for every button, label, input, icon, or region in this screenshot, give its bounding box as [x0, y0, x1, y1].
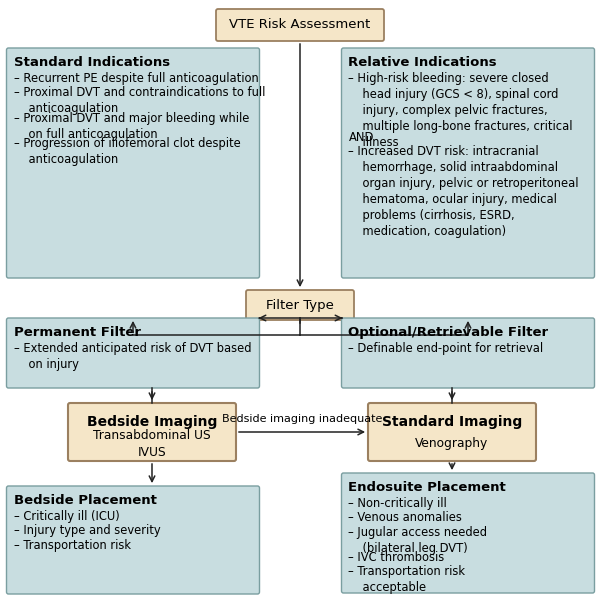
Text: – Transportation risk
    acceptable: – Transportation risk acceptable [349, 565, 466, 595]
Text: – Jugular access needed
    (bilateral leg DVT): – Jugular access needed (bilateral leg D… [349, 525, 487, 555]
FancyBboxPatch shape [246, 290, 354, 320]
Text: – Recurrent PE despite full anticoagulation: – Recurrent PE despite full anticoagulat… [13, 72, 258, 86]
Text: Bedside Placement: Bedside Placement [13, 494, 156, 507]
FancyBboxPatch shape [7, 486, 260, 594]
Text: – Transportation risk: – Transportation risk [13, 539, 130, 552]
FancyBboxPatch shape [368, 403, 536, 461]
Text: Filter Type: Filter Type [266, 299, 334, 312]
Text: – Injury type and severity: – Injury type and severity [13, 524, 160, 538]
Text: – Increased DVT risk: intracranial
    hemorrhage, solid intraabdominal
    orga: – Increased DVT risk: intracranial hemor… [349, 145, 579, 238]
Text: – Progression of iliofemoral clot despite
    anticoagulation: – Progression of iliofemoral clot despit… [13, 137, 240, 166]
FancyBboxPatch shape [7, 48, 260, 278]
Text: Transabdominal US
IVUS: Transabdominal US IVUS [93, 429, 211, 459]
Text: – Proximal DVT and contraindications to full
    anticoagulation: – Proximal DVT and contraindications to … [13, 86, 265, 115]
FancyBboxPatch shape [216, 9, 384, 41]
Text: – Non-critically ill: – Non-critically ill [349, 497, 447, 510]
Text: – Extended anticipated risk of DVT based
    on injury: – Extended anticipated risk of DVT based… [13, 342, 251, 371]
Text: Relative Indications: Relative Indications [349, 56, 497, 69]
Text: Standard Imaging: Standard Imaging [382, 415, 522, 429]
Text: – Definable end-point for retrieval: – Definable end-point for retrieval [349, 342, 544, 355]
Text: – High-risk bleeding: severe closed
    head injury (GCS < 8), spinal cord
    i: – High-risk bleeding: severe closed head… [349, 72, 573, 149]
Text: Bedside Imaging: Bedside Imaging [87, 415, 217, 429]
Text: Venography: Venography [415, 437, 489, 450]
FancyBboxPatch shape [68, 403, 236, 461]
Text: Permanent Filter: Permanent Filter [13, 326, 141, 339]
FancyBboxPatch shape [341, 48, 594, 278]
FancyBboxPatch shape [7, 318, 260, 388]
Text: Bedside imaging inadequate: Bedside imaging inadequate [222, 414, 382, 424]
Text: – IVC thrombosis: – IVC thrombosis [349, 551, 445, 564]
Text: AND: AND [349, 131, 374, 144]
Text: Optional/Retrievable Filter: Optional/Retrievable Filter [349, 326, 549, 339]
Text: VTE Risk Assessment: VTE Risk Assessment [230, 18, 371, 32]
FancyBboxPatch shape [341, 473, 594, 593]
Text: – Venous anomalies: – Venous anomalies [349, 511, 462, 524]
Text: Endosuite Placement: Endosuite Placement [349, 481, 506, 494]
Text: – Proximal DVT and major bleeding while
    on full anticoagulation: – Proximal DVT and major bleeding while … [13, 112, 249, 141]
Text: – Critically ill (ICU): – Critically ill (ICU) [13, 510, 119, 523]
Text: Standard Indications: Standard Indications [13, 56, 169, 69]
FancyBboxPatch shape [341, 318, 594, 388]
